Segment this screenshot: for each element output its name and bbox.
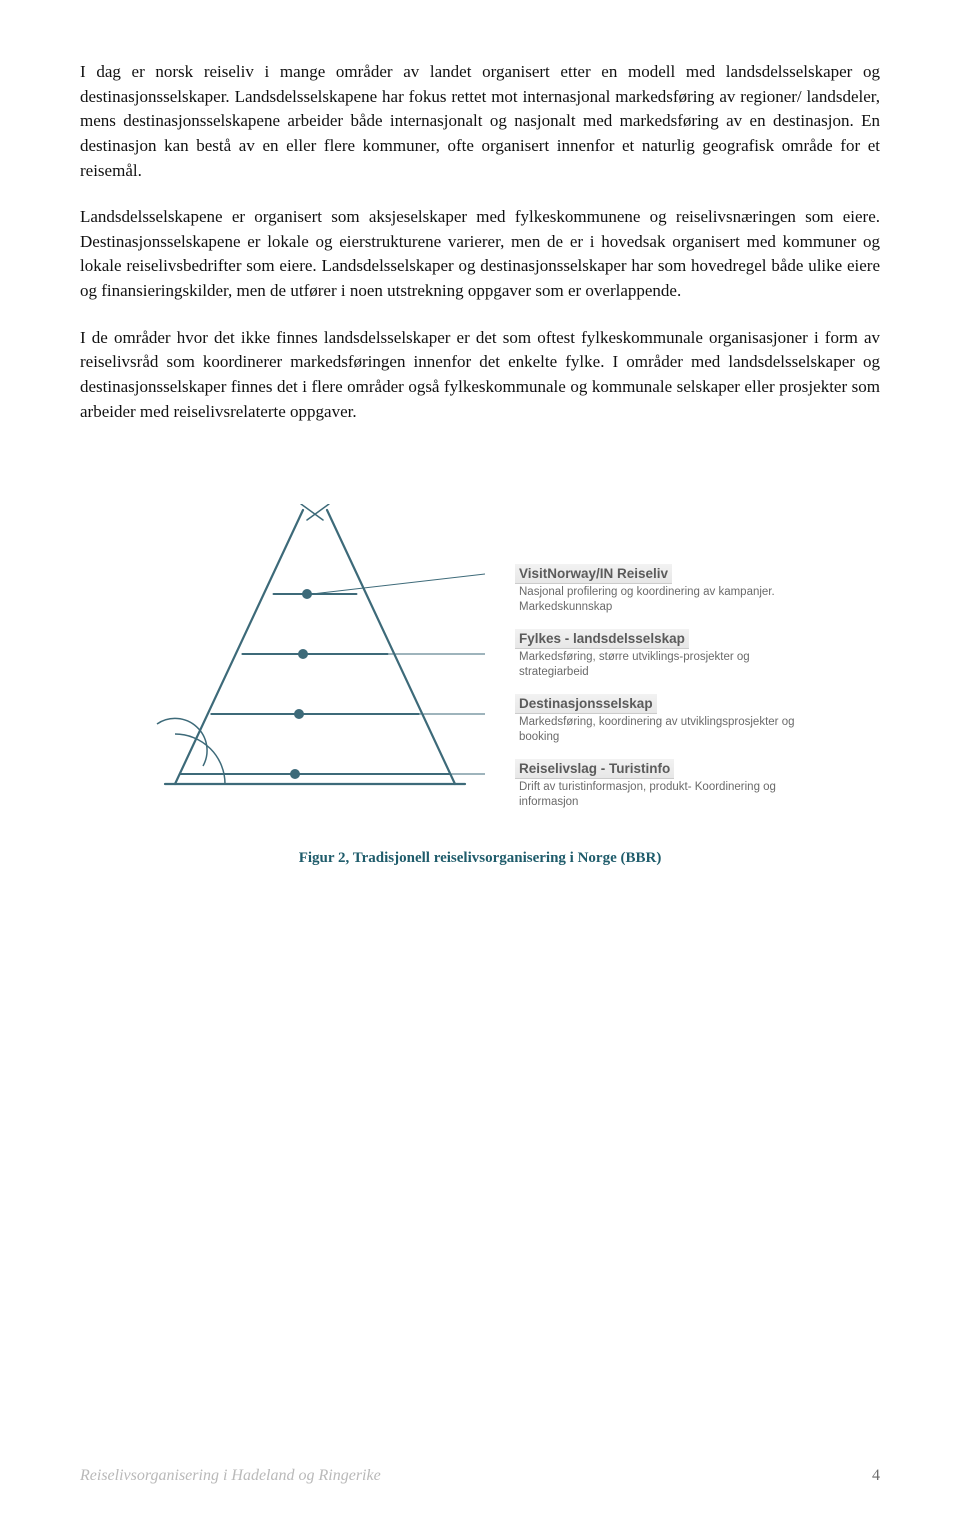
- figure-caption: Figur 2, Tradisjonell reiselivsorganiser…: [299, 850, 662, 867]
- paragraph-1: I dag er norsk reiseliv i mange områder …: [80, 60, 880, 183]
- figure-container: VisitNorway/IN ReiselivNasjonal profiler…: [80, 504, 880, 867]
- legend-item: Fylkes - landsdelsselskapMarkedsføring, …: [515, 629, 815, 680]
- paragraph-2: Landsdelsselskapene er organisert som ak…: [80, 205, 880, 304]
- legend-item-desc: Nasjonal profilering og koordinering av …: [515, 585, 815, 615]
- footer-text: Reiselivsorganisering i Hadeland og Ring…: [80, 1467, 381, 1485]
- legend-item-desc: Markedsføring, større utviklings-prosjek…: [515, 650, 815, 680]
- legend: VisitNorway/IN ReiselivNasjonal profiler…: [515, 504, 815, 810]
- page-number: 4: [872, 1467, 880, 1485]
- pyramid-diagram: [145, 504, 485, 804]
- legend-item-title: Reiselivslag - Turistinfo: [515, 759, 674, 779]
- legend-item: Reiselivslag - TuristinfoDrift av turist…: [515, 759, 815, 810]
- legend-item-title: Fylkes - landsdelsselskap: [515, 629, 689, 649]
- legend-item-title: Destinasjonsselskap: [515, 694, 657, 714]
- legend-item-desc: Markedsføring, koordinering av utvikling…: [515, 715, 815, 745]
- legend-item-title: VisitNorway/IN Reiseliv: [515, 564, 672, 584]
- page-footer: Reiselivsorganisering i Hadeland og Ring…: [80, 1467, 880, 1485]
- legend-item: VisitNorway/IN ReiselivNasjonal profiler…: [515, 564, 815, 615]
- paragraph-3: I de områder hvor det ikke finnes landsd…: [80, 326, 880, 425]
- legend-item: DestinasjonsselskapMarkedsføring, koordi…: [515, 694, 815, 745]
- legend-item-desc: Drift av turistinformasjon, produkt- Koo…: [515, 780, 815, 810]
- figure-row: VisitNorway/IN ReiselivNasjonal profiler…: [80, 504, 880, 810]
